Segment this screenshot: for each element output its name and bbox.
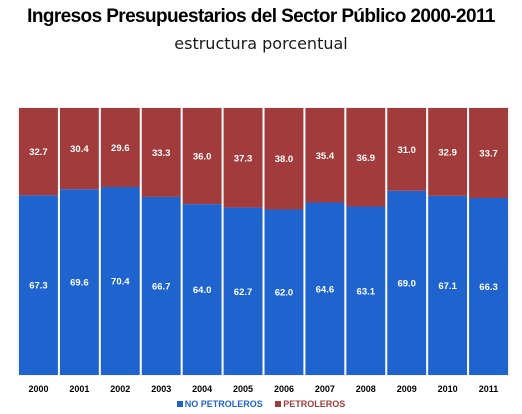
data-label-no-petroleros-2011: 66.3	[479, 282, 498, 293]
bar-no-petroleros-2002	[100, 187, 140, 375]
legend-label-no-petroleros: NO PETROLEROS	[184, 399, 263, 409]
bar-no-petroleros-2005	[223, 207, 263, 375]
bar-petroleros-2011	[469, 108, 508, 198]
data-label-no-petroleros-2006: 62.0	[275, 288, 294, 299]
data-label-petroleros-2007: 35.4	[316, 151, 335, 162]
bar-no-petroleros-2003	[141, 196, 181, 375]
bar-petroleros-2006	[264, 108, 304, 210]
x-tick-label-2009: 2009	[397, 384, 417, 394]
plot-area	[17, 107, 510, 376]
legend-item-petroleros: PETROLEROS	[275, 399, 345, 409]
data-label-petroleros-2004: 36.0	[193, 152, 212, 163]
x-tick-label-2005: 2005	[233, 384, 253, 394]
chart-legend: NO PETROLEROS PETROLEROS	[0, 399, 522, 409]
legend-swatch-petroleros	[275, 401, 282, 407]
bar-petroleros-2002	[100, 108, 140, 188]
x-tick-label-2000: 2000	[28, 384, 48, 394]
bar-petroleros-2010	[428, 108, 468, 196]
data-label-no-petroleros-2010: 67.1	[438, 281, 457, 292]
x-tick-label-2007: 2007	[315, 384, 335, 394]
bar-no-petroleros-2000	[19, 195, 58, 375]
bar-petroleros-2007	[305, 108, 345, 203]
bar-petroleros-2000	[19, 108, 58, 196]
bar-no-petroleros-2007	[305, 202, 345, 375]
data-label-no-petroleros-2002: 70.4	[111, 277, 130, 288]
chart-subtitle: estructura porcentual	[174, 34, 348, 53]
chart-title: Ingresos Presupuestarios del Sector Públ…	[27, 6, 495, 27]
bar-petroleros-2001	[59, 108, 99, 190]
data-label-no-petroleros-2001: 69.6	[70, 278, 89, 289]
bar-no-petroleros-2010	[428, 195, 468, 375]
bar-petroleros-2003	[141, 108, 181, 197]
bar-no-petroleros-2001	[59, 189, 99, 375]
data-label-petroleros-2009: 31.0	[397, 145, 416, 156]
data-label-petroleros-2001: 30.4	[70, 144, 89, 155]
x-tick-label-2001: 2001	[69, 384, 89, 394]
data-label-no-petroleros-2009: 69.0	[397, 278, 416, 289]
data-label-petroleros-2008: 36.9	[357, 153, 376, 164]
data-label-no-petroleros-2008: 63.1	[357, 286, 376, 297]
x-tick-label-2006: 2006	[274, 384, 294, 394]
data-label-petroleros-2000: 32.7	[29, 147, 48, 158]
bar-petroleros-2009	[387, 108, 427, 191]
x-tick-label-2011: 2011	[479, 384, 499, 394]
data-label-no-petroleros-2005: 62.7	[234, 287, 253, 298]
legend-item-no-petroleros: NO PETROLEROS	[176, 399, 263, 409]
legend-swatch-no-petroleros	[176, 401, 183, 407]
x-tick-label-2004: 2004	[192, 384, 212, 394]
bar-no-petroleros-2011	[469, 197, 508, 375]
data-label-no-petroleros-2000: 67.3	[29, 281, 48, 292]
x-tick-label-2008: 2008	[356, 384, 376, 394]
bar-no-petroleros-2008	[346, 206, 386, 375]
data-label-petroleros-2006: 38.0	[275, 154, 294, 165]
data-label-petroleros-2002: 29.6	[111, 143, 130, 154]
data-label-petroleros-2011: 33.7	[479, 148, 498, 159]
bar-petroleros-2005	[223, 108, 263, 208]
bar-no-petroleros-2004	[182, 204, 222, 375]
data-label-petroleros-2010: 32.9	[438, 147, 457, 158]
bar-petroleros-2008	[346, 108, 386, 207]
x-tick-label-2010: 2010	[438, 384, 458, 394]
x-tick-label-2002: 2002	[110, 384, 130, 394]
data-label-petroleros-2005: 37.3	[234, 153, 253, 164]
bar-no-petroleros-2009	[387, 190, 427, 375]
data-label-no-petroleros-2003: 66.7	[152, 281, 171, 292]
legend-label-petroleros: PETROLEROS	[283, 399, 346, 409]
bar-petroleros-2004	[182, 108, 222, 205]
data-label-petroleros-2003: 33.3	[152, 148, 171, 159]
bar-no-petroleros-2006	[264, 209, 304, 375]
data-label-no-petroleros-2007: 64.6	[316, 284, 335, 295]
data-label-no-petroleros-2004: 64.0	[193, 285, 212, 296]
x-tick-label-2003: 2003	[151, 384, 171, 394]
